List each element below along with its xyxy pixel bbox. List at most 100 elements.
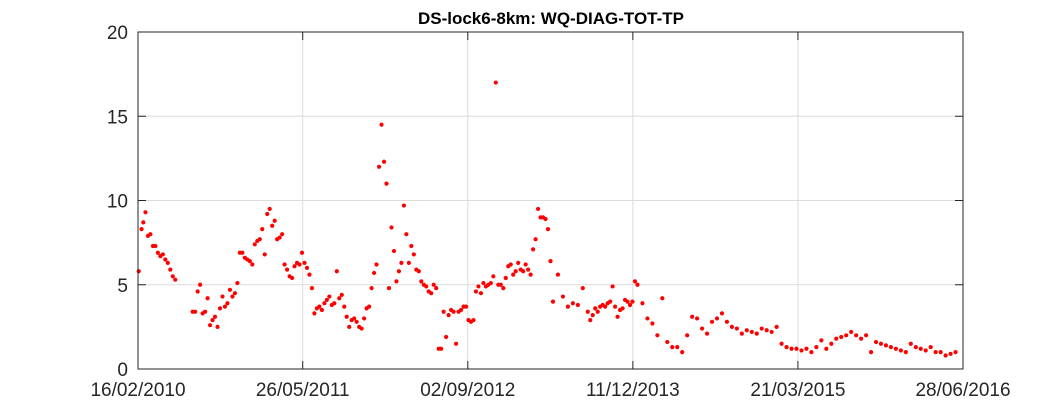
data-point xyxy=(250,262,255,267)
data-point xyxy=(163,257,168,262)
data-point xyxy=(170,274,175,279)
data-point xyxy=(655,333,660,338)
data-point xyxy=(526,267,531,272)
tick-labels: 0 5 10 15 20 16/02/2010 26/05/2011 02/09/2012 11… xyxy=(90,23,1010,401)
data-point xyxy=(141,220,146,225)
data-point xyxy=(898,348,903,353)
data-point xyxy=(645,316,650,321)
data-point xyxy=(714,316,720,321)
data-point xyxy=(516,260,521,265)
data-point xyxy=(424,284,429,289)
data-point xyxy=(155,250,160,255)
data-point xyxy=(307,272,312,277)
data-point xyxy=(819,338,824,343)
data-point xyxy=(265,211,270,217)
data-point xyxy=(168,267,173,272)
data-point xyxy=(521,269,526,274)
data-point xyxy=(814,345,819,350)
data-point xyxy=(334,269,339,274)
data-point xyxy=(376,164,382,169)
data-point xyxy=(829,341,834,346)
data-point xyxy=(312,311,317,316)
data-point xyxy=(434,286,439,291)
data-point xyxy=(444,334,449,340)
data-point xyxy=(441,309,446,314)
data-point xyxy=(675,345,680,350)
data-point xyxy=(928,345,933,350)
data-point xyxy=(391,248,397,254)
data-point xyxy=(272,218,277,223)
data-point xyxy=(491,274,496,279)
data-point xyxy=(729,324,735,329)
data-point xyxy=(267,206,272,212)
data-point xyxy=(933,350,938,355)
data-point xyxy=(513,269,518,274)
data-point xyxy=(406,260,411,265)
grid-lines xyxy=(138,32,963,369)
x-tick-label: 21/03/2015 xyxy=(750,380,845,401)
data-point xyxy=(379,122,384,127)
data-point xyxy=(804,346,809,351)
data-point xyxy=(948,351,953,356)
data-point xyxy=(337,296,342,301)
data-point xyxy=(247,259,252,264)
axis-ticks xyxy=(137,31,964,370)
data-point xyxy=(593,306,598,311)
data-point xyxy=(533,237,538,242)
x-tick-label: 02/09/2012 xyxy=(420,380,515,401)
data-point xyxy=(205,296,210,301)
data-point xyxy=(585,309,590,314)
data-point xyxy=(615,314,620,319)
data-point xyxy=(394,279,399,284)
data-point xyxy=(580,286,585,291)
data-point xyxy=(416,269,421,274)
data-points xyxy=(136,80,958,358)
data-point xyxy=(913,345,918,350)
data-point xyxy=(232,291,238,296)
data-point xyxy=(257,237,262,242)
data-point xyxy=(523,262,528,267)
data-point xyxy=(784,345,789,350)
data-point xyxy=(531,247,536,252)
data-point xyxy=(471,318,476,323)
data-point xyxy=(565,304,570,309)
data-point xyxy=(404,232,409,237)
data-point xyxy=(451,309,456,314)
data-point xyxy=(620,306,625,311)
data-point xyxy=(386,286,392,291)
data-point xyxy=(277,235,282,240)
data-point xyxy=(704,331,710,336)
data-point xyxy=(304,265,310,270)
data-point xyxy=(136,269,141,274)
data-point xyxy=(342,304,347,309)
data-point xyxy=(339,292,344,297)
data-point xyxy=(332,301,337,306)
data-point xyxy=(478,291,484,296)
data-point xyxy=(215,324,220,329)
data-point xyxy=(252,242,257,247)
data-point xyxy=(324,297,329,303)
data-point xyxy=(369,286,374,291)
data-point xyxy=(680,350,685,355)
data-point xyxy=(319,307,324,313)
data-point xyxy=(635,282,640,287)
data-point xyxy=(262,252,267,257)
data-point xyxy=(401,203,406,208)
y-tick-label: 0 xyxy=(117,360,128,381)
data-point xyxy=(317,304,322,309)
data-point xyxy=(590,312,595,318)
data-point xyxy=(384,181,389,186)
data-point xyxy=(327,294,332,299)
data-point xyxy=(212,314,218,319)
data-point xyxy=(719,311,725,316)
data-point xyxy=(309,286,315,291)
data-point xyxy=(640,301,645,306)
data-point xyxy=(595,309,600,314)
data-point xyxy=(153,243,158,249)
x-tick-label: 28/06/2016 xyxy=(915,380,1010,401)
data-point xyxy=(143,210,148,215)
data-point xyxy=(409,243,414,249)
data-point xyxy=(610,284,615,289)
data-point xyxy=(690,314,695,319)
